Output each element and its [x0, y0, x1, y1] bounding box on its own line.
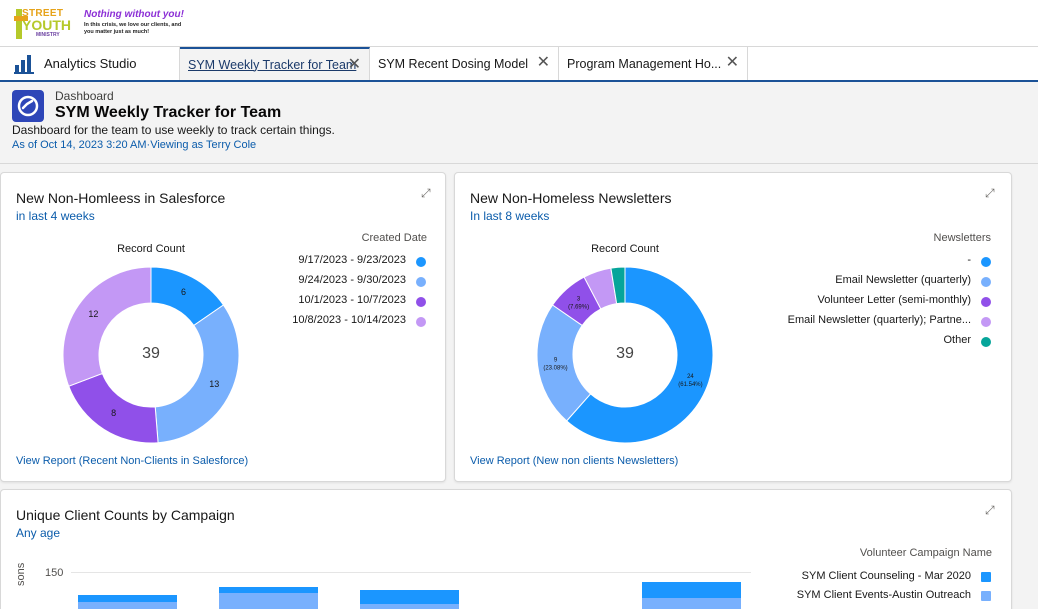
app-launcher[interactable]: Analytics Studio: [0, 47, 180, 80]
view-report-link[interactable]: View Report (New non clients Newsletters…: [470, 455, 679, 467]
logo-tagline-sub: In this crisis, we love our clients, and…: [84, 22, 182, 35]
view-report-link[interactable]: View Report (Recent Non-Clients in Sales…: [16, 455, 249, 467]
donut-slice[interactable]: [610, 266, 626, 305]
logo-line-3: MINISTRY: [36, 32, 60, 38]
expand-icon[interactable]: ⤢: [421, 186, 431, 200]
donut-chart-created-date[interactable]: 6 13 8 12: [61, 265, 241, 445]
widget-title: New Non-Homleess in Salesforce: [16, 190, 226, 206]
slice-label: 6: [181, 287, 186, 297]
legend-item[interactable]: SYM Client Counseling - Mar 2020: [801, 570, 971, 582]
close-icon[interactable]: ✕: [536, 54, 550, 71]
donut-total: 39: [142, 345, 160, 362]
donut-chart-newsletters[interactable]: 24 (61.54%) 9 (23.08%) 3 (7.69%): [535, 265, 715, 445]
page-description: Dashboard for the team to use weekly to …: [12, 123, 335, 137]
legend-swatch: [416, 317, 426, 327]
gridline: [71, 572, 751, 573]
chart-measure-label: Record Count: [591, 243, 659, 255]
logo-tagline: Nothing without you!: [84, 9, 184, 20]
legend-item[interactable]: -: [967, 254, 971, 266]
y-axis-label: sons: [15, 562, 27, 586]
widget-non-homeless-salesforce: New Non-Homleess in Salesforce in last 4…: [0, 172, 446, 482]
workspace-tab-bar: Analytics Studio SYM Weekly Tracker for …: [0, 47, 1038, 82]
tab-program-management[interactable]: Program Management Ho... ✕: [559, 47, 748, 80]
legend-swatch: [981, 317, 991, 327]
tab-label: SYM Recent Dosing Model: [378, 56, 529, 71]
widget-non-homeless-newsletters: New Non-Homeless Newsletters In last 8 w…: [454, 172, 1012, 482]
bar[interactable]: [78, 595, 177, 605]
logo-line-2: YOUTH: [22, 17, 71, 33]
legend-title: Created Date: [361, 232, 427, 244]
legend-item[interactable]: 10/1/2023 - 10/7/2023: [298, 294, 406, 306]
close-icon[interactable]: ✕: [347, 56, 361, 73]
bar[interactable]: [219, 593, 318, 609]
donut-slice[interactable]: [62, 266, 152, 387]
widget-title: Unique Client Counts by Campaign: [16, 507, 235, 523]
legend-title: Volunteer Campaign Name: [859, 547, 992, 559]
bar[interactable]: [78, 602, 177, 609]
slice-label: 9 (23.08%): [543, 357, 567, 371]
legend-item[interactable]: 9/24/2023 - 9/30/2023: [298, 274, 406, 286]
tab-sym-recent-dosing-model[interactable]: SYM Recent Dosing Model ✕: [370, 47, 559, 80]
expand-icon[interactable]: ⤢: [985, 503, 995, 517]
slice-label: 3 (7.69%): [568, 296, 589, 310]
y-axis-tick: 150: [45, 567, 64, 579]
widget-subtitle: In last 8 weeks: [470, 209, 550, 223]
slice-label: 24 (61.54%): [678, 373, 702, 387]
bar[interactable]: [219, 587, 318, 597]
bar[interactable]: [642, 582, 741, 600]
donut-slice[interactable]: [565, 266, 714, 444]
tab-label: Program Management Ho...: [567, 56, 722, 71]
donut-slice[interactable]: [154, 304, 240, 444]
header-object-type: Dashboard: [55, 89, 114, 103]
dashboard-icon: [12, 90, 44, 122]
legend-item[interactable]: 10/8/2023 - 10/14/2023: [292, 314, 406, 326]
slice-label: 12: [88, 310, 98, 320]
bar[interactable]: [360, 590, 459, 606]
bar[interactable]: [642, 598, 741, 609]
bar[interactable]: [360, 604, 459, 609]
refresh-timestamp[interactable]: As of Oct 14, 2023 3:20 AM·Viewing as Te…: [12, 139, 257, 151]
page-title: SYM Weekly Tracker for Team: [55, 104, 282, 121]
analytics-studio-icon: [14, 54, 34, 74]
slice-label: 13: [209, 379, 219, 389]
legend-swatch: [981, 591, 991, 601]
widget-subtitle: Any age: [16, 526, 61, 540]
chart-measure-label: Record Count: [117, 243, 185, 255]
legend-swatch: [416, 257, 426, 267]
slice-label: 8: [111, 409, 116, 419]
legend-swatch: [981, 337, 991, 347]
close-icon[interactable]: ✕: [725, 54, 739, 71]
widget-unique-client-counts: Unique Client Counts by Campaign Any age…: [0, 489, 1012, 609]
legend-item[interactable]: Other: [943, 334, 971, 346]
legend-swatch: [981, 297, 991, 307]
logo-mark-icon: [14, 8, 78, 40]
expand-icon[interactable]: ⤢: [985, 186, 995, 200]
donut-total: 39: [616, 345, 634, 362]
legend-swatch: [981, 572, 991, 582]
logo-line-1: STREET: [22, 8, 64, 19]
legend-title: Newsletters: [933, 232, 991, 244]
widget-subtitle: in last 4 weeks: [16, 209, 95, 223]
widget-title: New Non-Homeless Newsletters: [470, 190, 672, 206]
legend-swatch: [981, 277, 991, 287]
legend-item[interactable]: Email Newsletter (quarterly); Partne...: [787, 314, 971, 326]
legend-item[interactable]: SYM Client Events-Austin Outreach: [796, 589, 971, 601]
street-youth-ministry-logo[interactable]: STREET YOUTH MINISTRY Nothing without yo…: [14, 6, 184, 42]
legend-item[interactable]: Volunteer Letter (semi-monthly): [817, 294, 971, 306]
legend-item[interactable]: Email Newsletter (quarterly): [835, 274, 971, 286]
legend-swatch: [981, 257, 991, 267]
dashboard-header: Dashboard SYM Weekly Tracker for Team Da…: [0, 82, 1038, 164]
app-name: Analytics Studio: [44, 56, 137, 71]
top-bar: STREET YOUTH MINISTRY Nothing without yo…: [0, 0, 1038, 47]
tab-sym-weekly-tracker[interactable]: SYM Weekly Tracker for Team ✕: [180, 47, 370, 80]
legend-item[interactable]: 9/17/2023 - 9/23/2023: [298, 254, 406, 266]
tab-label: SYM Weekly Tracker for Team: [188, 57, 357, 72]
legend-swatch: [416, 297, 426, 307]
legend-swatch: [416, 277, 426, 287]
